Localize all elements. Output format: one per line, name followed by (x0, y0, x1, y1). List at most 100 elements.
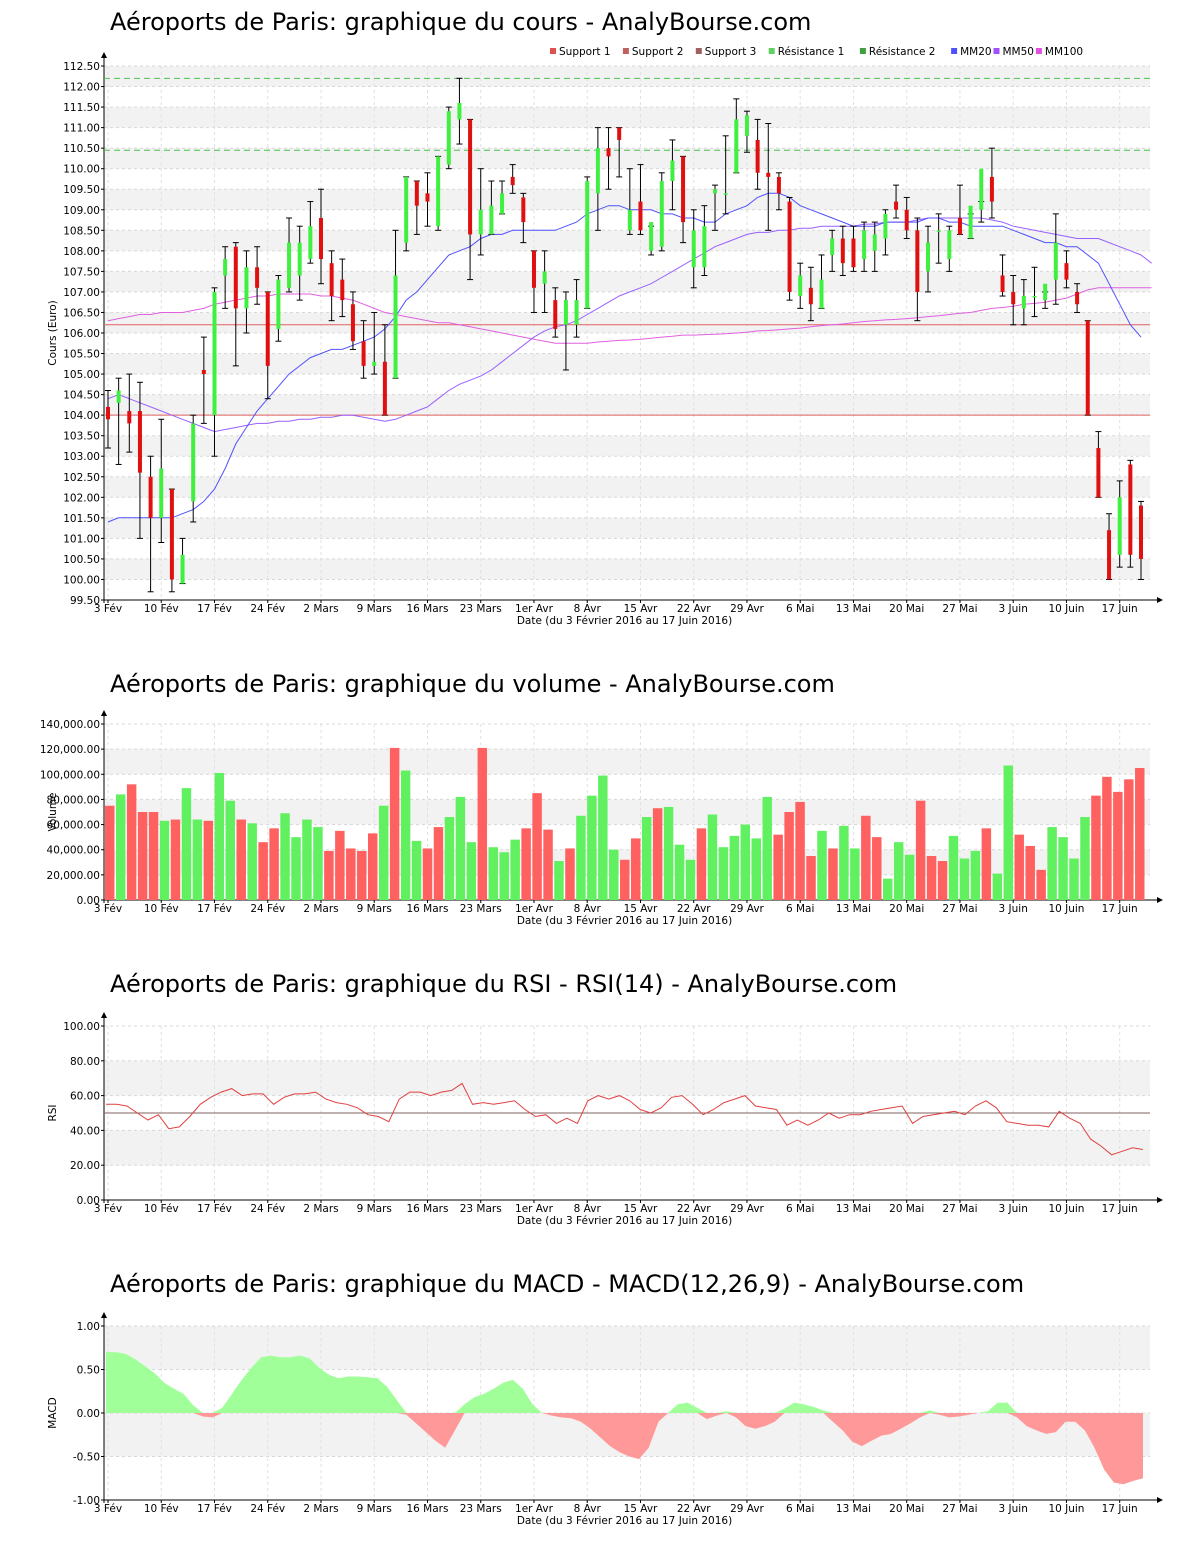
candle-body (446, 111, 451, 165)
volume-bar (609, 849, 619, 900)
y-axis-label: Volume (47, 792, 59, 831)
x-tick-label: 17 Fév (197, 1503, 232, 1515)
candle-body (159, 468, 164, 518)
grid-band (104, 435, 1150, 457)
macd-chart-title: Aéroports de Paris: graphique du MACD - … (110, 1270, 1025, 1298)
volume-bar (510, 839, 520, 900)
y-tick-label: 1.00 (77, 1321, 100, 1333)
x-tick-label: 2 Mars (303, 1503, 338, 1515)
volume-bar (795, 801, 805, 900)
x-tick-label: 9 Mars (357, 603, 392, 615)
grid-band (104, 189, 1150, 210)
candle-body (436, 156, 441, 227)
candle-body (361, 341, 366, 366)
volume-bar (367, 833, 378, 900)
volume-bar (225, 800, 235, 900)
x-axis-arrow (1157, 897, 1163, 903)
candle-body (1064, 263, 1069, 280)
volume-bar (488, 847, 498, 900)
volume-bar (247, 823, 257, 900)
volume-bar (674, 844, 685, 900)
x-tick-label: 16 Mars (406, 603, 448, 615)
candle-body (148, 476, 153, 518)
volume-bar (685, 859, 696, 900)
candle-body (287, 242, 292, 288)
x-tick-label: 6 Mai (786, 603, 814, 615)
y-tick-label: 108.00 (63, 246, 100, 258)
volume-chart: 0.00 20,000.00 40,000.00 60,000.00 80,000.00… (40, 710, 1163, 927)
x-axis-arrow (1157, 1497, 1163, 1503)
candle-body (350, 304, 355, 342)
volume-bar (751, 838, 761, 900)
candle-body (308, 226, 313, 260)
volume-bar (477, 747, 488, 900)
grid-band (104, 353, 1150, 375)
x-tick-label: 3 Juin (999, 903, 1028, 915)
x-tick-label: 16 Mars (406, 903, 448, 915)
candle-body (191, 423, 196, 502)
legend-swatch (951, 48, 958, 54)
x-tick-label: 15 Avr (624, 1503, 658, 1515)
grid-band (104, 476, 1150, 498)
candle-body (776, 176, 781, 194)
volume-bar (400, 770, 411, 900)
candle-body (585, 181, 590, 309)
x-tick-label: 2 Mars (303, 603, 338, 615)
grid-band (104, 1130, 1150, 1166)
volume-bar (258, 842, 268, 900)
y-tick-label: 80,000.00 (47, 794, 100, 806)
candle-body (808, 287, 813, 305)
y-tick-label: 0.00 (77, 1408, 100, 1420)
candle-body (862, 230, 867, 260)
candle-body (340, 279, 345, 301)
candle-body (223, 259, 228, 276)
x-tick-label: 27 Mai (942, 1203, 977, 1215)
y-tick-label: 101.50 (63, 513, 100, 525)
volume-bar (926, 856, 937, 900)
y-tick-label: 120,000.00 (40, 744, 100, 756)
volume-bar (652, 808, 663, 900)
candle-body (574, 300, 579, 325)
volume-bar (565, 848, 575, 900)
volume-bar (762, 796, 772, 900)
x-tick-label: 23 Mars (460, 1503, 502, 1515)
price-chart-title: Aéroports de Paris: graphique du cours -… (110, 8, 812, 36)
rsi-chart-title: Aéroports de Paris: graphique du RSI - R… (110, 970, 898, 998)
x-tick-label: 8 Avr (574, 603, 602, 615)
volume-bar (915, 800, 926, 900)
y-tick-label: 40.00 (70, 1125, 100, 1137)
x-tick-label: 3 Fév (94, 1503, 122, 1515)
candle-body (1032, 296, 1037, 298)
candle-body (649, 222, 654, 251)
y-tick-label: 99.50 (70, 595, 100, 607)
candle-body (989, 176, 994, 202)
volume-bar (861, 815, 871, 900)
y-tick-label: 111.00 (63, 123, 100, 135)
y-tick-label: 110.00 (63, 164, 100, 176)
candle-body (233, 246, 238, 309)
candle-body (734, 119, 739, 173)
y-tick-label: 107.50 (63, 266, 100, 278)
volume-bar (839, 825, 849, 900)
candle-body (414, 181, 419, 206)
y-tick-label: 109.50 (63, 184, 100, 196)
y-axis-label: Cours (Euro) (47, 300, 59, 366)
x-tick-label: 3 Fév (94, 1203, 122, 1215)
x-tick-label: 10 Fév (144, 903, 179, 915)
macd-chart: -1.00 -0.50 0.00 0.50 1.00 3 Fév 10 Fév 17 Fév 2… (47, 1312, 1163, 1527)
candle-body (883, 213, 888, 239)
candle-body (169, 489, 174, 580)
rsi-line (106, 1082, 1144, 1156)
candle-body (957, 217, 962, 235)
y-tick-label: 101.00 (63, 533, 100, 545)
candle-body (297, 242, 302, 276)
legend-swatch (1035, 48, 1042, 54)
candle-body (851, 238, 856, 268)
volume-bar (893, 842, 904, 900)
volume-bar (444, 817, 455, 900)
candle-body (670, 160, 675, 182)
volume-bar (1102, 776, 1112, 900)
x-tick-label: 13 Mai (836, 903, 871, 915)
candle-body (617, 127, 622, 140)
candle-body (137, 411, 142, 473)
